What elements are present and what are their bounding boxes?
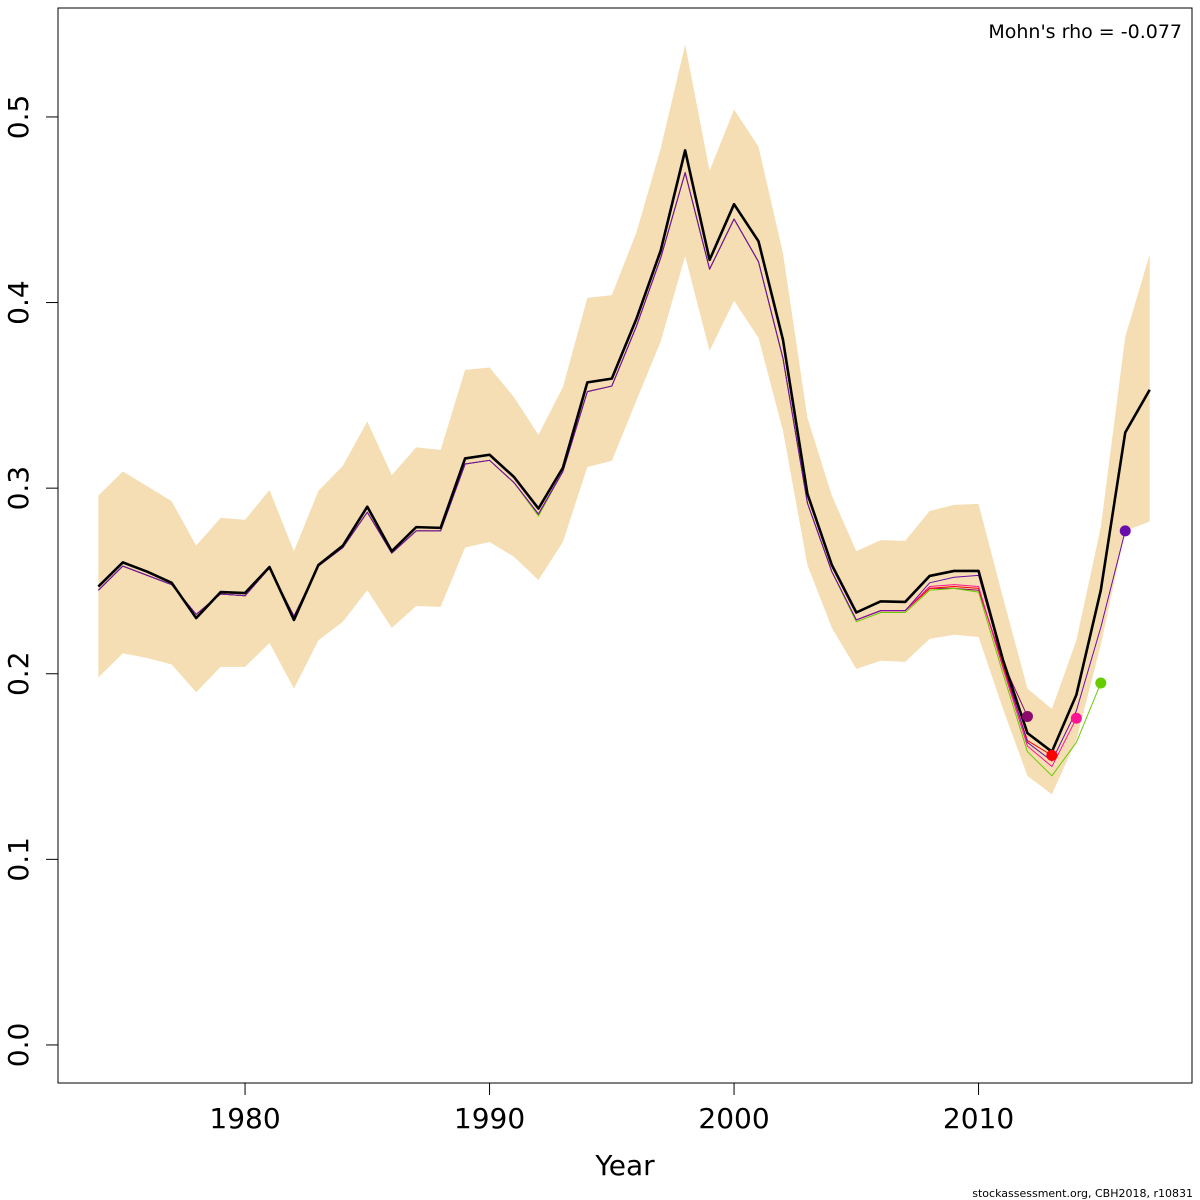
y-tick-label: 0.1 bbox=[2, 837, 35, 882]
x-axis-label: Year bbox=[594, 1149, 655, 1182]
retro-end-point bbox=[1119, 525, 1131, 537]
y-tick-label: 0.4 bbox=[2, 280, 35, 325]
confidence-band bbox=[98, 44, 1150, 795]
plot-frame bbox=[57, 7, 1193, 1084]
x-tick-label: 2000 bbox=[698, 1102, 769, 1135]
y-tick-label: 0.3 bbox=[2, 466, 35, 511]
y-tick-label: 0.2 bbox=[2, 651, 35, 696]
annotation: Mohn's rho = -0.077 bbox=[988, 21, 1182, 43]
y-tick-label: 0.5 bbox=[2, 95, 35, 140]
retro-end-point bbox=[1095, 677, 1107, 689]
retro-end-point bbox=[1021, 710, 1033, 722]
retro-end-point bbox=[1046, 749, 1058, 761]
main-line bbox=[97, 149, 1151, 754]
x-tick-label: 1990 bbox=[454, 1102, 525, 1135]
x-tick-label: 2010 bbox=[943, 1102, 1014, 1135]
x-tick-label: 1980 bbox=[209, 1102, 280, 1135]
y-tick-label: 0.0 bbox=[2, 1023, 35, 1068]
retro-end-point bbox=[1070, 712, 1082, 724]
footer: stockassessment.org, CBH2018, r10831 bbox=[972, 1187, 1193, 1200]
